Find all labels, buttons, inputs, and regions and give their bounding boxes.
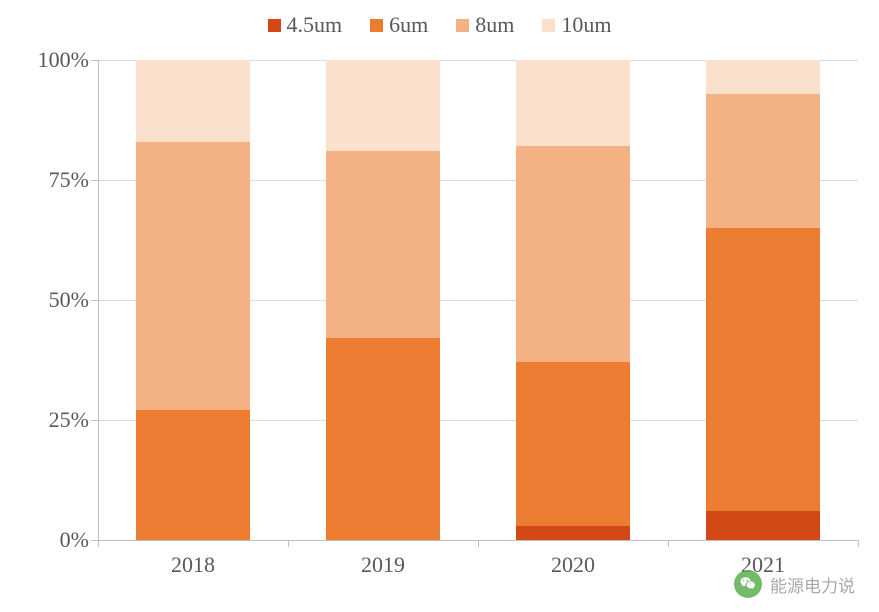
legend-label: 4.5um	[287, 12, 343, 38]
x-tick-mark	[98, 540, 99, 547]
plot-area	[98, 60, 858, 540]
bar-group	[516, 60, 630, 540]
x-tick-mark	[478, 540, 479, 547]
legend-item: 8um	[456, 12, 514, 38]
legend: 4.5um 6um 8um 10um	[0, 12, 879, 38]
legend-label: 10um	[561, 12, 611, 38]
bar-segment-4-5um	[516, 526, 630, 540]
legend-swatch	[370, 19, 383, 32]
wechat-icon-svg	[739, 575, 757, 593]
y-tick-mark	[91, 540, 98, 541]
x-axis-label: 2020	[551, 552, 595, 578]
legend-item: 4.5um	[268, 12, 343, 38]
x-axis-label: 2018	[171, 552, 215, 578]
legend-swatch	[542, 19, 555, 32]
y-axis-label: 50%	[9, 287, 89, 313]
y-tick-mark	[91, 60, 98, 61]
bar-group	[706, 60, 820, 540]
y-axis-label: 0%	[9, 527, 89, 553]
y-axis-label: 100%	[9, 47, 89, 73]
x-axis-label: 2019	[361, 552, 405, 578]
bar-segment-10um	[706, 60, 820, 94]
bar-group	[136, 60, 250, 540]
wechat-icon	[734, 570, 762, 598]
legend-item: 6um	[370, 12, 428, 38]
y-axis-label: 75%	[9, 167, 89, 193]
bar-segment-6um	[516, 362, 630, 525]
y-tick-mark	[91, 300, 98, 301]
bar-segment-8um	[706, 94, 820, 228]
bar-segment-8um	[516, 146, 630, 362]
y-axis-line	[98, 60, 99, 540]
bar-segment-10um	[326, 60, 440, 151]
x-tick-mark	[668, 540, 669, 547]
stacked-bar-chart: 4.5um 6um 8um 10um 0% 25% 50% 75% 100% 2018 2019…	[0, 0, 879, 612]
legend-label: 6um	[389, 12, 428, 38]
bar-segment-6um	[136, 410, 250, 540]
bar-segment-8um	[326, 151, 440, 338]
x-tick-mark	[288, 540, 289, 547]
x-tick-mark	[858, 540, 859, 547]
y-tick-mark	[91, 420, 98, 421]
watermark: 能源电力说	[734, 570, 855, 598]
bar-segment-6um	[326, 338, 440, 540]
bar-segment-8um	[136, 142, 250, 411]
legend-label: 8um	[475, 12, 514, 38]
bar-segment-10um	[516, 60, 630, 146]
bar-segment-6um	[706, 228, 820, 511]
legend-item: 10um	[542, 12, 611, 38]
bar-segment-10um	[136, 60, 250, 142]
y-tick-mark	[91, 180, 98, 181]
legend-swatch	[456, 19, 469, 32]
bar-segment-4-5um	[706, 511, 820, 540]
bar-group	[326, 60, 440, 540]
watermark-text: 能源电力说	[770, 572, 855, 597]
y-axis-label: 25%	[9, 407, 89, 433]
legend-swatch	[268, 19, 281, 32]
